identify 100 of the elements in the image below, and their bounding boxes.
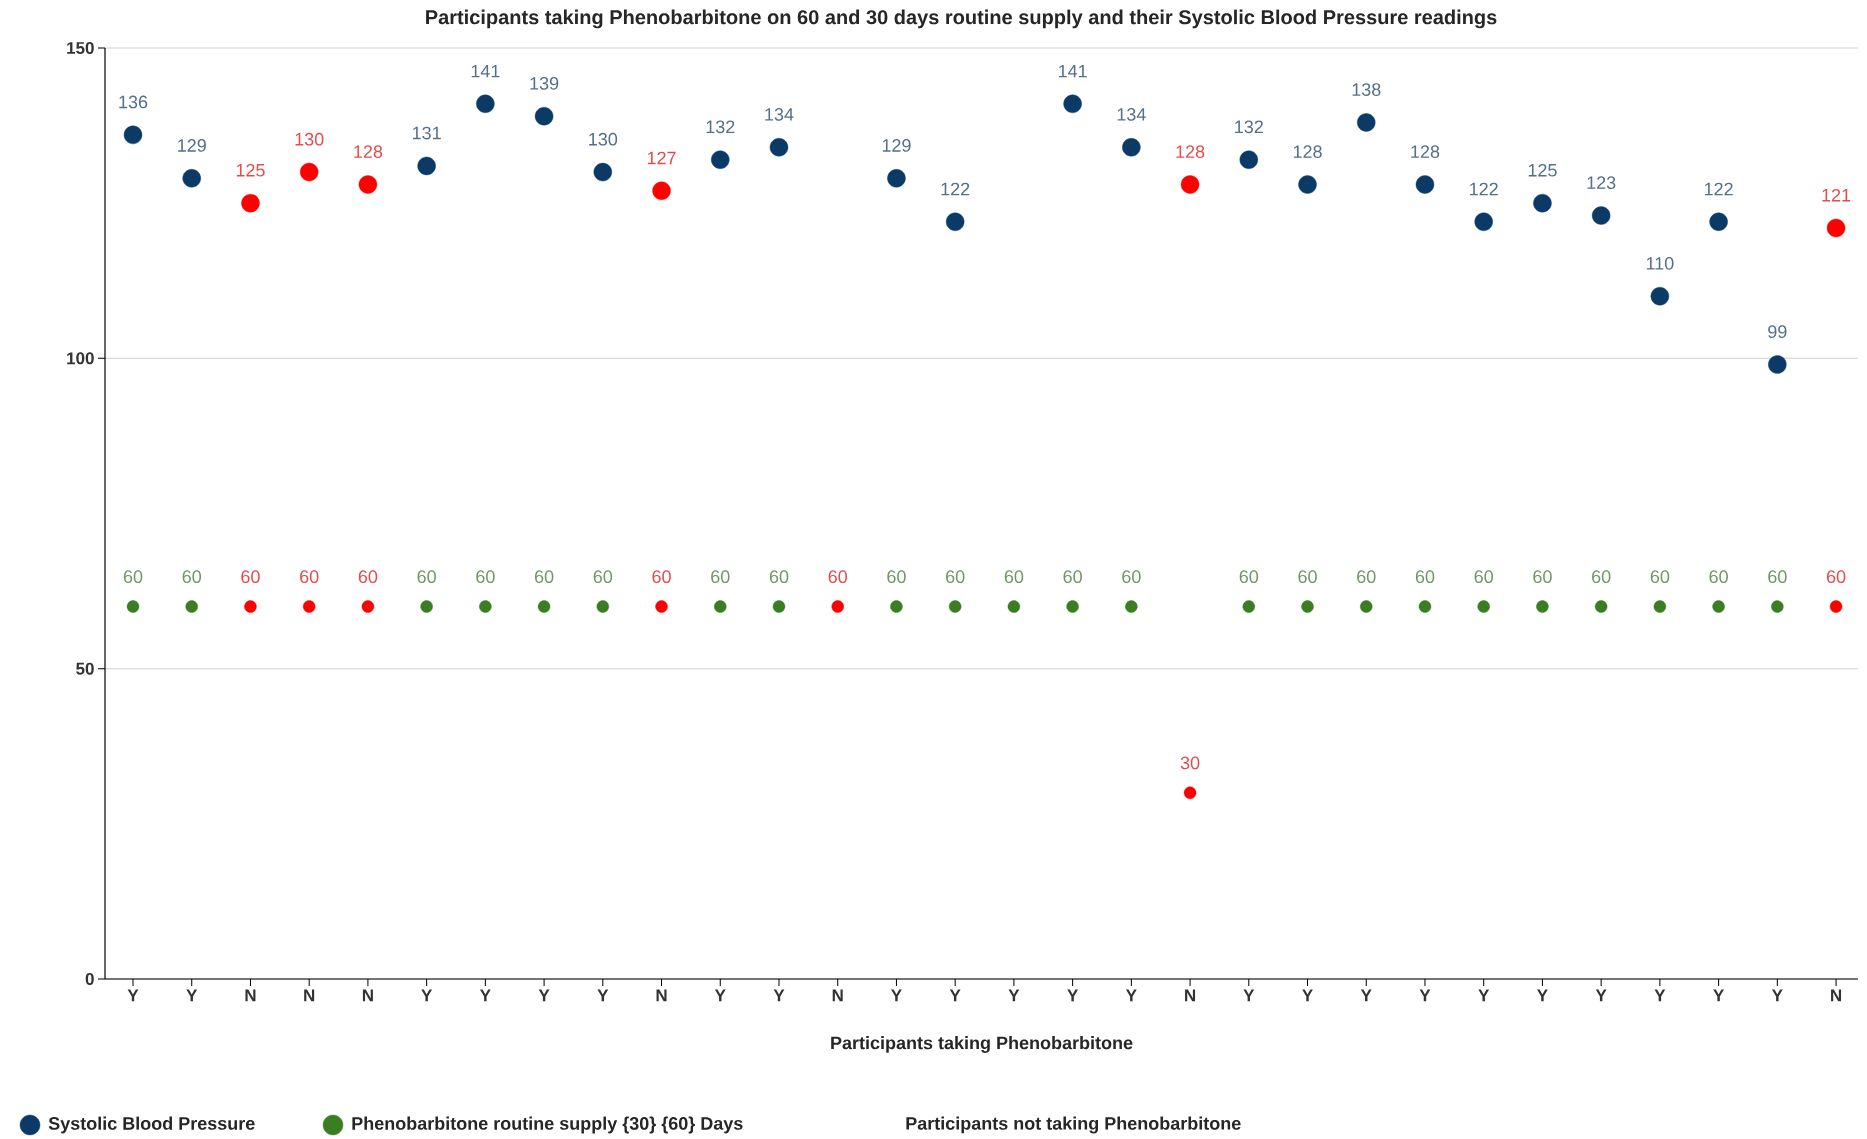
point bbox=[1239, 150, 1258, 169]
point bbox=[302, 600, 316, 613]
point bbox=[1301, 600, 1314, 613]
x-tick-label: Y bbox=[1008, 989, 1020, 1002]
point bbox=[1477, 600, 1490, 613]
data-label: 129 bbox=[178, 139, 206, 152]
data-label: 60 bbox=[1709, 570, 1728, 584]
point bbox=[1125, 600, 1138, 613]
x-tick-label: N bbox=[656, 989, 667, 1002]
data-label: 60 bbox=[123, 570, 143, 584]
data-label: 60 bbox=[182, 570, 202, 584]
legend-label: Systolic Blood Pressure bbox=[48, 1116, 255, 1134]
x-tick-label: N bbox=[832, 989, 843, 1002]
x-tick-label: Y bbox=[1243, 989, 1255, 1002]
data-label: 60 bbox=[1533, 570, 1552, 584]
data-label: 130 bbox=[589, 132, 618, 146]
x-tick-label: Y bbox=[479, 989, 491, 1002]
data-label: 122 bbox=[1470, 182, 1498, 196]
data-label: 60 bbox=[1239, 570, 1259, 584]
data-label: 60 bbox=[828, 570, 848, 584]
x-tick-label: Y bbox=[1771, 989, 1783, 1002]
x-tick-label: N bbox=[304, 989, 315, 1002]
point bbox=[769, 138, 789, 157]
y-tick-label: 150 bbox=[67, 41, 94, 54]
data-label: 134 bbox=[765, 108, 794, 121]
data-label: 128 bbox=[1176, 145, 1205, 158]
point bbox=[299, 162, 319, 182]
point bbox=[1066, 600, 1079, 613]
point bbox=[1360, 600, 1373, 613]
x-tick-label: Y bbox=[891, 989, 902, 1002]
point bbox=[831, 600, 844, 613]
data-label: 141 bbox=[1058, 64, 1087, 78]
data-label: 131 bbox=[412, 126, 441, 140]
x-tick-label: Y bbox=[538, 989, 550, 1002]
x-tick-label: Y bbox=[949, 989, 961, 1002]
x-tick-label: Y bbox=[1419, 989, 1431, 1002]
point bbox=[1653, 600, 1667, 613]
data-label: 123 bbox=[1587, 176, 1616, 190]
point bbox=[534, 107, 554, 126]
data-label: 125 bbox=[1528, 163, 1557, 177]
point bbox=[1007, 600, 1021, 613]
point bbox=[1180, 175, 1200, 194]
point bbox=[1829, 600, 1843, 613]
x-tick-label: N bbox=[1831, 989, 1842, 1002]
point bbox=[1063, 94, 1082, 114]
point bbox=[1591, 206, 1611, 225]
data-label: 60 bbox=[358, 570, 378, 584]
point bbox=[1709, 212, 1728, 231]
point bbox=[1122, 138, 1141, 157]
data-label: 122 bbox=[1704, 182, 1733, 196]
y-tick-label: 100 bbox=[67, 352, 94, 365]
data-label: 60 bbox=[1592, 570, 1611, 584]
point bbox=[772, 600, 786, 613]
data-label: 60 bbox=[887, 570, 906, 584]
point bbox=[652, 181, 671, 200]
x-tick-label: Y bbox=[186, 989, 198, 1002]
point bbox=[537, 600, 551, 613]
data-label: 121 bbox=[1822, 188, 1851, 202]
point bbox=[244, 600, 257, 613]
data-label: 60 bbox=[1474, 570, 1494, 584]
point bbox=[1298, 175, 1317, 194]
data-label: 60 bbox=[1415, 570, 1435, 584]
text: Participants not taking Phenobarbitone bbox=[906, 1116, 1241, 1134]
x-tick-label: N bbox=[362, 989, 373, 1002]
point bbox=[182, 169, 201, 188]
point bbox=[714, 600, 727, 613]
x-tick-label: Y bbox=[773, 989, 785, 1002]
x-tick-label: Y bbox=[714, 989, 726, 1002]
data-label: 134 bbox=[1117, 108, 1146, 121]
point bbox=[655, 600, 668, 613]
data-label: 136 bbox=[119, 95, 148, 109]
data-label: 128 bbox=[354, 145, 383, 158]
point bbox=[1594, 600, 1608, 613]
data-label: 30 bbox=[1180, 756, 1200, 770]
point bbox=[1826, 218, 1846, 238]
point bbox=[1418, 600, 1432, 613]
data-label: 128 bbox=[1411, 145, 1440, 158]
data-label: 132 bbox=[706, 120, 735, 134]
point bbox=[1242, 600, 1255, 613]
point bbox=[890, 600, 903, 613]
point bbox=[1474, 212, 1493, 231]
x-tick-label: Y bbox=[1595, 989, 1607, 1002]
data-label: 60 bbox=[1004, 570, 1024, 584]
point bbox=[1650, 287, 1670, 306]
x-tick-label: N bbox=[245, 989, 256, 1002]
y-tick-label: 0 bbox=[85, 972, 94, 986]
x-tick-label: Y bbox=[1360, 989, 1372, 1002]
data-label: 122 bbox=[941, 182, 970, 196]
point bbox=[185, 600, 198, 613]
data-label: 110 bbox=[1646, 256, 1674, 270]
point bbox=[948, 600, 962, 613]
x-tick-label: Y bbox=[1067, 989, 1079, 1002]
point bbox=[1712, 600, 1725, 613]
data-label: 60 bbox=[300, 570, 319, 584]
data-label: 60 bbox=[711, 570, 730, 584]
data-label: 60 bbox=[1122, 570, 1141, 584]
data-label: 60 bbox=[1768, 570, 1787, 584]
legend-label: Phenobarbitone routine supply {30} {60} Days bbox=[352, 1116, 743, 1134]
x-tick-label: Y bbox=[1537, 989, 1548, 1002]
point bbox=[593, 162, 613, 182]
